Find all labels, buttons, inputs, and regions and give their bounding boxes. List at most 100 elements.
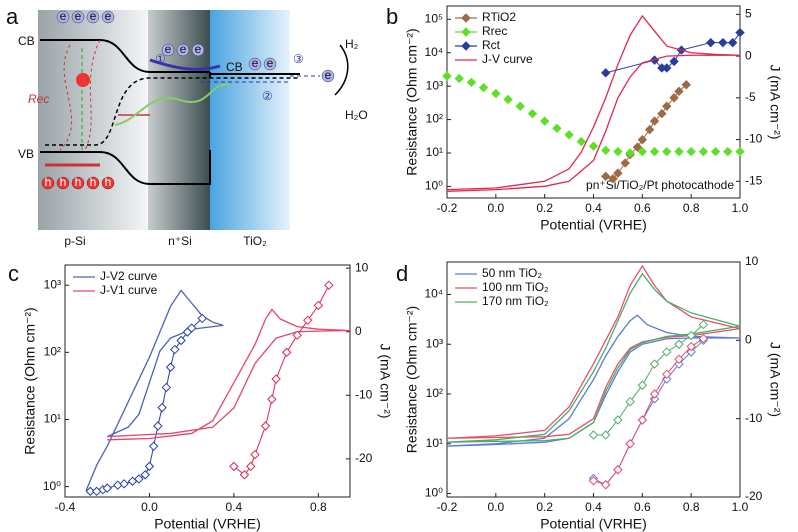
data-point (649, 389, 660, 399)
y-tick-label: 10² (426, 112, 443, 126)
plot-area (446, 264, 741, 490)
data-point (637, 415, 648, 425)
data-point (466, 77, 477, 88)
y2-axis-title: J (mA cm⁻²) (767, 342, 783, 417)
legend-label: RTiO2 (482, 10, 516, 24)
data-point (260, 421, 271, 431)
x-axis-title: Potential (VRHE) (540, 516, 647, 532)
series-line (107, 308, 351, 441)
legend-label: 50 nm TiO₂ (482, 266, 542, 280)
data-point (588, 430, 599, 440)
x-tick-label: -0.2 (437, 201, 458, 215)
data-point (313, 300, 324, 311)
vb-label: VB (18, 147, 34, 161)
electron-label: e (325, 68, 332, 82)
data-point (140, 470, 150, 480)
electron (191, 43, 205, 57)
data-point (250, 449, 260, 460)
data-point (669, 93, 679, 103)
data-point (669, 56, 679, 67)
data-point (674, 146, 684, 157)
y2-axis-title: J (mA cm⁻²) (767, 64, 783, 139)
series-line (593, 339, 704, 486)
series-line (446, 264, 741, 439)
x-tick-label: 0.6 (634, 500, 651, 514)
legend-label: Rrec (482, 24, 507, 38)
x-tick-label: 0.0 (487, 201, 504, 215)
data-point (705, 37, 716, 48)
data-point (686, 347, 696, 357)
data-point (637, 134, 648, 145)
x-axis-title: Potential (VRHE) (154, 516, 261, 532)
data-point (267, 394, 277, 404)
data-point (735, 27, 745, 38)
data-point (657, 108, 667, 119)
y-tick-label: 10² (426, 386, 443, 400)
y-axis-title: Resistance (Ohm cm⁻²) (22, 307, 38, 454)
y2-tick-label: 10 (745, 254, 759, 268)
x-tick-label: 0.4 (585, 500, 602, 514)
data-point (601, 68, 611, 78)
step-label: ③ (293, 52, 304, 66)
series-line (446, 14, 741, 192)
data-point (613, 415, 623, 425)
layer-label: p-Si (64, 234, 85, 248)
data-point (727, 37, 738, 48)
y-axis-title: Resistance (Ohm cm⁻²) (404, 28, 420, 175)
series-line (593, 338, 704, 486)
plot-frame (64, 264, 351, 498)
data-point (674, 339, 684, 349)
rec-arrow (59, 44, 72, 151)
data-point (134, 474, 144, 484)
electron-flow (149, 58, 221, 71)
x-tick-label: 0.8 (683, 201, 700, 215)
y2-tick-label: -5 (745, 90, 756, 104)
photon (114, 83, 231, 126)
y-axis-title: Resistance (Ohm cm⁻²) (404, 306, 420, 453)
y-tick-label: 10⁴ (424, 287, 443, 301)
y-tick-label: 10⁰ (425, 179, 443, 193)
data-point (613, 465, 623, 475)
data-point (613, 146, 623, 157)
data-point (674, 354, 684, 364)
data-point (515, 101, 525, 111)
data-point (239, 470, 250, 480)
electron-label: e (165, 42, 172, 56)
electron (321, 69, 335, 83)
hole (86, 176, 100, 190)
electron-label: e (180, 42, 187, 56)
data-point (442, 71, 452, 81)
x-tick-label: -0.4 (55, 500, 76, 514)
y-tick-label: 10⁴ (424, 45, 443, 59)
data-point (576, 136, 586, 147)
x-tick-label: 0.2 (536, 201, 553, 215)
series-line (593, 324, 704, 436)
electron-label: e (252, 56, 259, 70)
electron (248, 57, 262, 71)
x-tick-label: 0.6 (634, 201, 651, 215)
data-point (723, 146, 733, 157)
data-point (674, 86, 684, 97)
y-tick-label: 10³ (426, 78, 443, 92)
series-line (85, 289, 224, 491)
plot-area (442, 14, 745, 192)
electron (263, 57, 277, 71)
electron (56, 10, 70, 24)
x-tick-label: 1.0 (732, 201, 749, 215)
y2-tick-label: 0 (745, 48, 752, 62)
y-tick-label: 10¹ (426, 436, 443, 450)
y2-tick-label: -20 (355, 451, 373, 465)
data-point (686, 341, 696, 352)
data-point (281, 347, 292, 358)
legend-label: J-V1 curve (100, 283, 158, 297)
electron (71, 10, 85, 24)
data-point (601, 480, 611, 490)
p-si-layer (38, 10, 148, 230)
x-tick-label: 0.4 (585, 201, 602, 215)
data-point (478, 82, 489, 93)
y-tick-label: 10¹ (44, 412, 61, 426)
data-point (271, 374, 281, 384)
data-point (148, 441, 159, 451)
rec-arrow (84, 39, 101, 151)
